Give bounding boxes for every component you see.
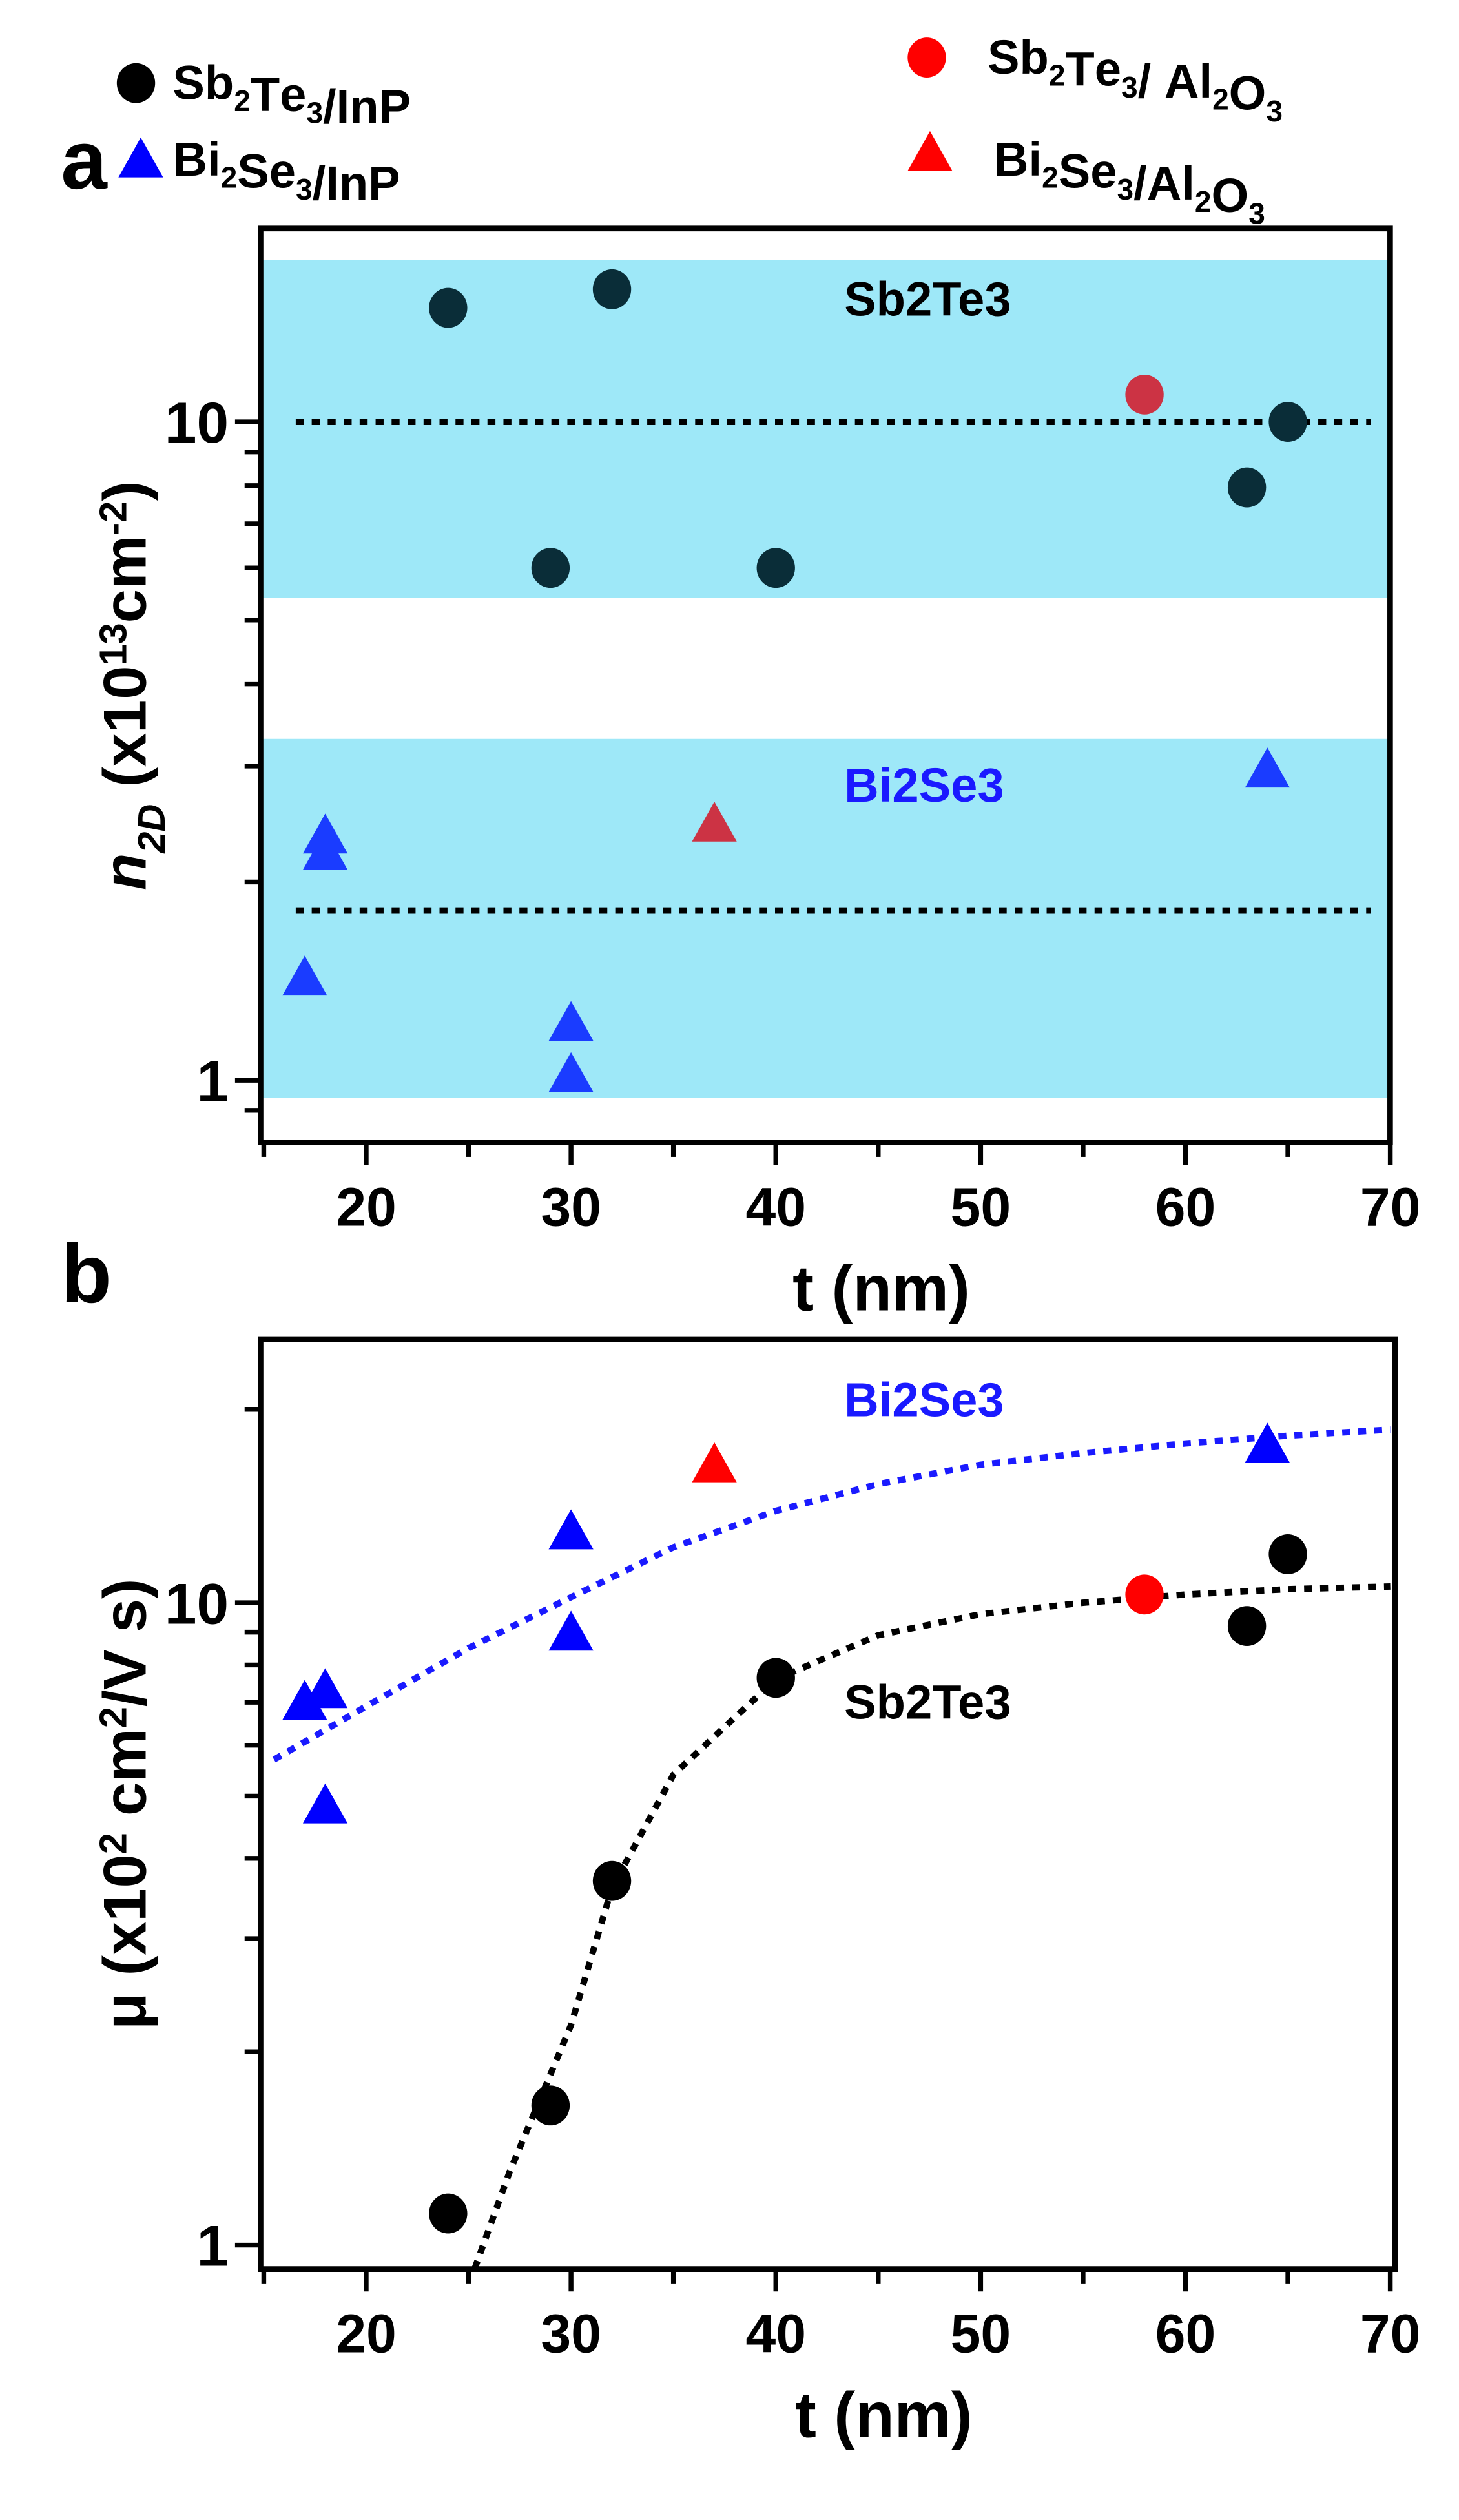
x-tick-label: 60 — [1155, 1176, 1216, 1237]
legend-label-0: Sb2Te3/InP — [172, 56, 411, 133]
point-0-3 — [756, 548, 795, 588]
point-0-0 — [429, 287, 468, 328]
y-tick-label: 10 — [165, 390, 229, 455]
y-tick-label: 1 — [196, 1048, 229, 1113]
point-0-4 — [1227, 467, 1267, 508]
y-axis-label-part: n — [90, 853, 158, 890]
band-1 — [260, 738, 1391, 1098]
band-label-1: Bi2Se3 — [844, 758, 1004, 812]
point-2-0 — [282, 1680, 327, 1720]
legend-marker-1 — [907, 37, 946, 78]
point-3-0 — [692, 1442, 737, 1483]
legend-marker-2 — [118, 137, 163, 178]
axes-frame — [258, 1336, 1398, 2272]
point-2-3 — [548, 1001, 594, 1041]
y-axis-label-part: -2 — [92, 501, 135, 536]
legend-marker-0 — [116, 63, 156, 103]
point-0-1 — [592, 269, 632, 309]
y-axis-label-part: (x10 — [90, 1854, 158, 1992]
band-label-0: Sb2Te3 — [844, 273, 1011, 326]
legend-label-2: Bi2Se3/InP — [172, 132, 400, 210]
y-axis-label-part: /V s) — [90, 1579, 158, 1707]
x-tick-label: 30 — [541, 2303, 601, 2364]
point-0-3 — [756, 1658, 795, 1698]
point-0-1 — [531, 2085, 570, 2126]
x-tick-label: 50 — [951, 1176, 1011, 1237]
y-axis-label-part: 2 — [92, 1707, 135, 1728]
point-0-2 — [592, 1860, 632, 1901]
point-2-1 — [302, 1668, 348, 1709]
point-1-0 — [1125, 374, 1164, 415]
y-axis-label: μ (x102 cm2/V s) — [90, 1579, 158, 2030]
x-tick-label: 40 — [745, 2303, 806, 2364]
panel-a-plot: Sb2Te3 Bi2Se3 20 30 40 50 60 70 t (nm) 1 10 n2D (x1… — [90, 225, 1421, 1324]
x-tick-label: 50 — [951, 2303, 1011, 2364]
y-axis-label-part: (x10 — [90, 665, 158, 804]
panel-label-a: a — [61, 114, 108, 207]
panel-label-b: b — [61, 1228, 112, 1320]
y-tick-label: 1 — [196, 2214, 229, 2278]
y-axis-label-part: μ — [90, 1992, 158, 2030]
legend-label-1: Sb2Te3/ Al2O3 — [988, 30, 1283, 128]
y-axis-label-part: cm — [90, 536, 158, 623]
legend-label-3: Bi2Se3/Al2O3 — [994, 132, 1265, 230]
x-tick-label: 40 — [745, 1176, 806, 1237]
y-axis-label-part: ) — [90, 481, 158, 501]
y-axis-label-part: cm — [90, 1728, 158, 1833]
point-0-5 — [1268, 1534, 1307, 1574]
point-0-4 — [1227, 1606, 1267, 1647]
legend-marker-3 — [907, 130, 953, 171]
x-axis-label: t (nm) — [795, 2379, 973, 2450]
legend: Sb2Te3/InP Sb2Te3/ Al2O3 Bi2Se3/InP Bi2Se3/… — [116, 30, 1283, 230]
point-2-2 — [302, 813, 348, 854]
y-axis-label: n2D (x1013cm-2) — [90, 481, 173, 890]
x-tick-label: 20 — [336, 2303, 397, 2364]
point-2-4 — [548, 1052, 594, 1092]
x-tick-label: 60 — [1155, 2303, 1216, 2364]
axes-frame — [258, 225, 1393, 1146]
point-2-0 — [282, 955, 327, 996]
curve-label-0: Bi2Se3 — [844, 1373, 1004, 1427]
point-2-5 — [1245, 747, 1290, 788]
x-tick-label: 30 — [541, 1176, 601, 1237]
point-1-0 — [1125, 1574, 1164, 1615]
y-axis-label-part: 13 — [92, 623, 135, 665]
point-0-5 — [1268, 402, 1307, 442]
x-axis-label: t (nm) — [792, 1252, 970, 1324]
point-0-2 — [531, 548, 570, 588]
x-tick-label: 20 — [336, 1176, 397, 1237]
point-2-5 — [1245, 1422, 1290, 1463]
point-0-0 — [429, 2193, 468, 2234]
x-tick-label: 70 — [1360, 1176, 1421, 1237]
point-3-0 — [692, 801, 737, 842]
y-tick-label: 10 — [165, 1571, 229, 1636]
x-tick-label: 70 — [1360, 2303, 1421, 2364]
point-2-4 — [548, 1610, 594, 1651]
curve-label-1: Sb2Te3 — [844, 1676, 1011, 1729]
point-2-3 — [548, 1509, 594, 1550]
point-2-2 — [302, 1783, 348, 1824]
y-axis-label-part: 2D — [130, 804, 173, 854]
fit-curve-0 — [272, 1426, 1391, 1763]
y-axis-label-part: 2 — [92, 1833, 135, 1854]
